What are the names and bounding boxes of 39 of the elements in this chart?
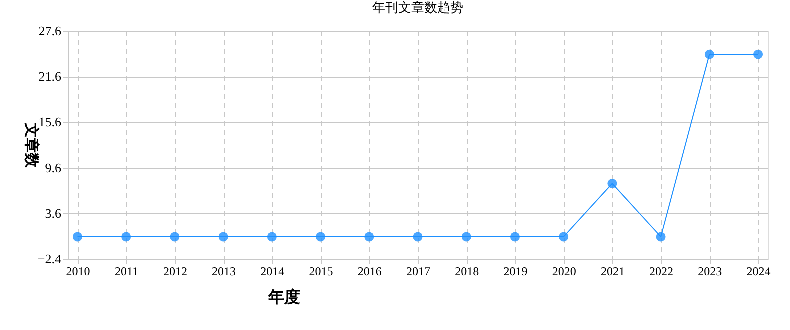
- point: [218, 232, 228, 242]
- y-tick-label: 9.6: [45, 160, 62, 176]
- x-tick-label: 2016: [358, 264, 382, 278]
- x-tick-label: 2017: [406, 264, 430, 278]
- x-tick-label: 2024: [746, 264, 771, 278]
- x-axis-title: 年度: [268, 288, 300, 306]
- point: [510, 232, 520, 242]
- chart-title: 年刊文章数趋势: [372, 0, 464, 15]
- point: [122, 232, 132, 242]
- point: [754, 50, 764, 60]
- x-tick-label: 2020: [552, 264, 576, 278]
- y-tick-label: 27.6: [38, 24, 62, 38]
- point: [364, 232, 374, 242]
- point: [559, 232, 569, 242]
- point: [72, 232, 82, 242]
- x-tick-label: 2022: [650, 264, 674, 278]
- point: [656, 232, 666, 242]
- y-tick-label: 15.6: [38, 114, 62, 130]
- x-tick-label: 2013: [212, 264, 236, 278]
- x-tick-label: 2018: [455, 264, 480, 278]
- point: [608, 179, 618, 188]
- point: [170, 232, 180, 242]
- point: [413, 232, 423, 242]
- x-tick-label: 2014: [260, 264, 285, 278]
- x-tick-label: 2019: [504, 264, 528, 278]
- x-tick-label: 2023: [698, 264, 722, 278]
- x-tick-label: 2021: [600, 264, 625, 278]
- y-axis-title: 文章数: [22, 122, 41, 169]
- point: [267, 232, 277, 242]
- y-tick-label: 21.6: [38, 69, 62, 84]
- y-tick-label: 3.6: [45, 206, 62, 221]
- point: [704, 50, 714, 60]
- x-tick-label: 2012: [163, 264, 188, 278]
- y-tick-label: −2.4: [38, 252, 62, 266]
- point: [316, 232, 326, 242]
- point: [462, 232, 472, 242]
- x-tick-label: 2011: [115, 264, 139, 278]
- x-tick-label: 2010: [66, 264, 90, 278]
- x-tick-label: 2015: [309, 264, 334, 278]
